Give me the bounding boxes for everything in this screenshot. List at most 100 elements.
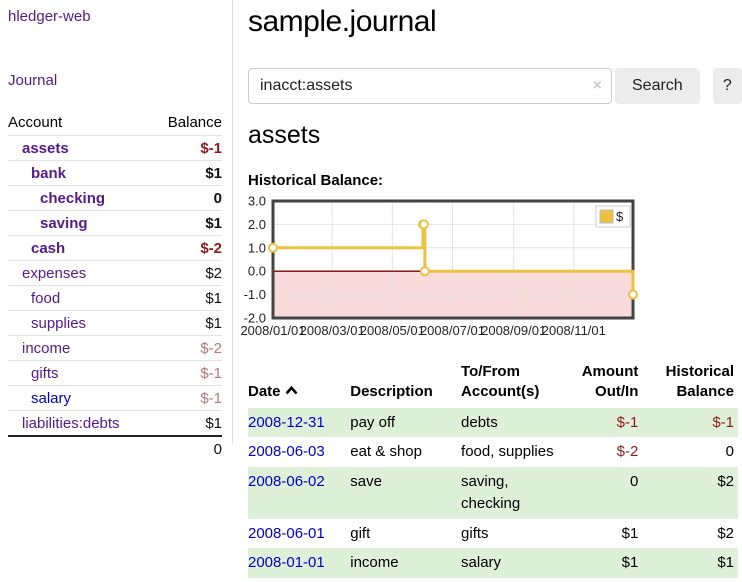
register-col-date[interactable]: Date	[248, 360, 350, 408]
chart-title: Historical Balance:	[248, 172, 384, 189]
account-row: liabilities:debts $1	[8, 410, 222, 435]
chart-canvas[interactable]: $3.0 2.0 1.0 0.0 -1.0 -2.02008/01/012008/03/0…	[240, 194, 740, 340]
transaction-date-link[interactable]: 2008-06-01	[248, 524, 325, 542]
register-table: Date Description To/From Account(s) Amou…	[248, 360, 738, 578]
account-row: supplies $1	[8, 310, 222, 335]
accounts-total-row: 0	[8, 435, 222, 461]
accounts-total-value: 0	[213, 440, 222, 458]
account-row: food $1	[8, 285, 222, 310]
account-link[interactable]: assets	[22, 139, 69, 157]
account-link[interactable]: checking	[40, 189, 106, 207]
account-link[interactable]: liabilities:debts	[22, 414, 120, 432]
legend-label: $	[616, 209, 624, 224]
account-link[interactable]: gifts	[31, 364, 59, 382]
account-link[interactable]: income	[22, 339, 71, 357]
accounts-table: Account Balance assets $-1 bank $1 checking 0…	[8, 110, 222, 461]
account-balance: $-1	[200, 139, 222, 157]
account-balance: $1	[205, 414, 222, 432]
transaction-date[interactable]: 2008-06-03	[248, 437, 350, 467]
transaction-description: income	[350, 554, 399, 572]
transaction-date[interactable]: 2008-01-01	[248, 548, 350, 578]
accounts-col-balance: Balance	[167, 114, 222, 131]
account-row: assets $-1	[8, 135, 222, 160]
chart-data-point[interactable]	[419, 266, 430, 277]
transaction-balance: 0	[725, 443, 734, 461]
register-row: 2008-06-01 gift gifts $1 $2	[248, 519, 738, 549]
account-link[interactable]: supplies	[31, 314, 87, 332]
accounts-table-header: Account Balance	[8, 110, 222, 135]
account-link[interactable]: saving	[40, 214, 88, 232]
account-link[interactable]: salary	[31, 389, 72, 407]
account-balance: $2	[205, 264, 222, 282]
account-balance: $-1	[200, 364, 222, 382]
x-axis-tick-label: 2008/11/01	[542, 323, 606, 338]
account-link[interactable]: bank	[31, 164, 67, 182]
register-col-balance[interactable]: Historical Balance	[665, 363, 734, 401]
search-button[interactable]: Search	[615, 68, 700, 104]
legend-swatch	[599, 209, 614, 224]
transaction-date-link[interactable]: 2008-06-02	[248, 473, 325, 490]
account-row: cash $-2	[8, 235, 222, 260]
transaction-date-link[interactable]: 2008-01-01	[248, 554, 325, 572]
y-axis-tick-label: 0.0	[248, 264, 266, 279]
help-button[interactable]: ?	[712, 68, 742, 104]
search-input[interactable]	[248, 68, 612, 104]
transaction-balance: $-1	[712, 413, 734, 431]
register-header-row: Date Description To/From Account(s) Amou…	[248, 360, 738, 408]
account-heading: assets	[248, 121, 321, 149]
brand-link[interactable]: hledger-web	[8, 8, 91, 25]
transaction-balance: $2	[717, 524, 734, 542]
main-content: sample.journal × Search ? assets Histori…	[240, 0, 742, 578]
y-axis-tick-label: -2.0	[244, 311, 266, 326]
transaction-amount: $-2	[616, 443, 639, 461]
chart-legend: $	[595, 205, 631, 228]
register-col-description[interactable]: Description	[350, 383, 433, 401]
x-axis-tick-label: 2008/01/01	[240, 323, 305, 338]
transaction-amount: $-1	[616, 413, 639, 431]
chart-data-point[interactable]	[628, 289, 638, 300]
transaction-accounts: saving, checking	[461, 473, 521, 512]
account-balance: $-1	[200, 389, 222, 407]
transaction-balance: $2	[717, 473, 734, 490]
account-balance: 0	[213, 189, 222, 207]
x-axis-tick-label: 2008/09/01	[481, 323, 546, 338]
account-balance: $1	[205, 164, 222, 182]
chart-data-point[interactable]	[418, 219, 429, 230]
transaction-date-link[interactable]: 2008-12-31	[248, 413, 325, 431]
historical-balance-chart[interactable]: $3.0 2.0 1.0 0.0 -1.0 -2.0 2008/01/01 2008/03/0…	[240, 194, 742, 340]
account-balance: $1	[205, 289, 222, 307]
transaction-description: eat & shop	[350, 443, 422, 461]
transaction-accounts: salary	[461, 554, 502, 572]
account-link[interactable]: food	[31, 289, 61, 307]
transaction-date[interactable]: 2008-06-01	[248, 519, 350, 549]
account-link[interactable]: expenses	[22, 264, 87, 282]
register-col-amount[interactable]: Amount Out/In	[581, 363, 639, 401]
account-row: saving $1	[8, 210, 222, 235]
clear-search-icon[interactable]: ×	[592, 77, 602, 94]
transaction-date[interactable]: 2008-06-02	[248, 467, 350, 519]
account-link[interactable]: cash	[31, 239, 66, 257]
transaction-balance: $1	[717, 554, 734, 572]
transaction-description: pay off	[350, 413, 396, 431]
transaction-date[interactable]: 2008-12-31	[248, 408, 350, 438]
register-col-accounts[interactable]: To/From Account(s)	[461, 363, 540, 401]
search-form: × Search ?	[248, 68, 742, 104]
x-axis-tick-label: 2008/03/01	[300, 323, 365, 338]
account-balance: $1	[205, 214, 222, 232]
account-row: checking 0	[8, 185, 222, 210]
y-axis-tick-label: 3.0	[248, 194, 266, 209]
register-row: 2008-06-02 save saving, checking 0 $2	[248, 467, 738, 519]
account-row: income $-2	[8, 335, 222, 360]
sidebar-item-journal[interactable]: Journal	[8, 72, 58, 89]
chart-data-point[interactable]	[268, 242, 278, 253]
chart-border	[271, 199, 635, 320]
transaction-date-link[interactable]: 2008-06-03	[248, 443, 325, 461]
register-row: 2008-12-31 pay off debts $-1 $-1	[248, 407, 738, 438]
x-axis-tick-label: 2008/07/01	[420, 323, 485, 338]
account-row: bank $1	[8, 160, 222, 185]
sidebar: hledger-web Journal Account Balance asse…	[0, 0, 233, 458]
account-balance: $-2	[200, 239, 222, 257]
transaction-accounts: debts	[461, 413, 498, 431]
account-row: expenses $2	[8, 260, 222, 285]
